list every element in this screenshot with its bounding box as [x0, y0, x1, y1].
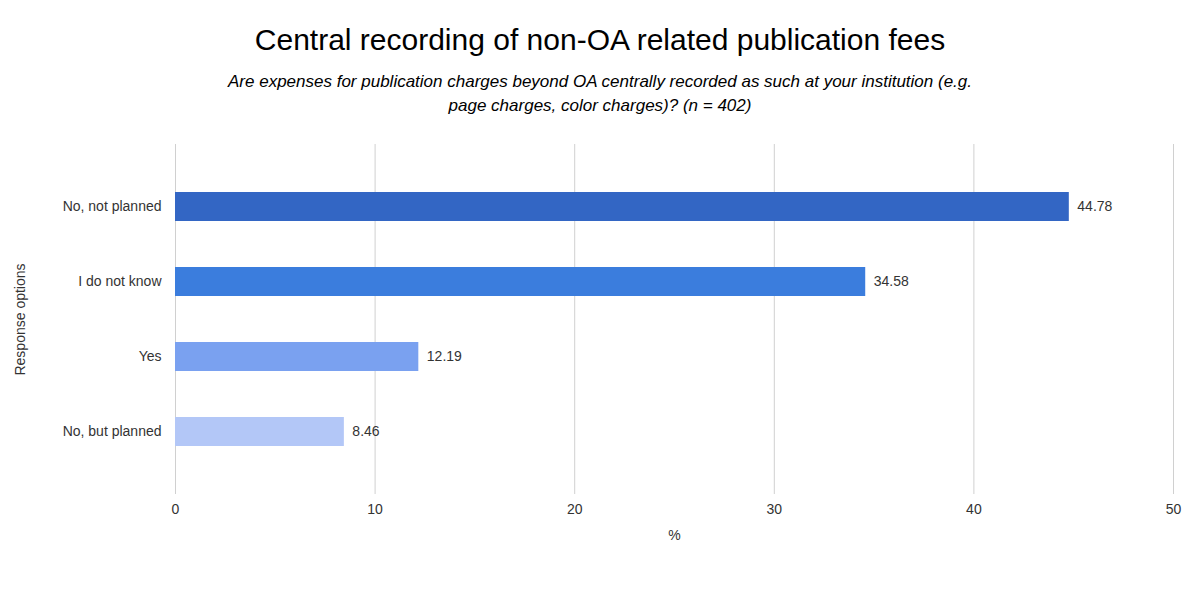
html-text:Central recording of non-OA re: Central recording of non-OA related publ…: [254, 23, 946, 56]
svg-text:No, not planned: No, not planned: [63, 198, 162, 214]
svg-text:40: 40: [966, 501, 982, 517]
svg-text:50: 50: [1166, 501, 1182, 517]
svg-text:%: %: [668, 527, 680, 543]
svg-text:Response options: Response options: [12, 263, 28, 375]
svg-text:34.58: 34.58: [874, 273, 909, 289]
svg-text:12.19: 12.19: [427, 348, 462, 364]
svg-text:Yes: Yes: [139, 348, 162, 364]
svg-text:No, but planned: No, but planned: [63, 423, 162, 439]
svg-text:8.46: 8.46: [352, 423, 379, 439]
svg-text:I do not know: I do not know: [78, 273, 162, 289]
svg-text:30: 30: [767, 501, 783, 517]
svg-text:10: 10: [367, 501, 383, 517]
svg-text:44.78: 44.78: [1077, 198, 1112, 214]
svg-text:20: 20: [567, 501, 583, 517]
svg-text:0: 0: [172, 501, 180, 517]
html-text:Are expenses for publication c: Are expenses for publication charges bey…: [228, 72, 972, 115]
